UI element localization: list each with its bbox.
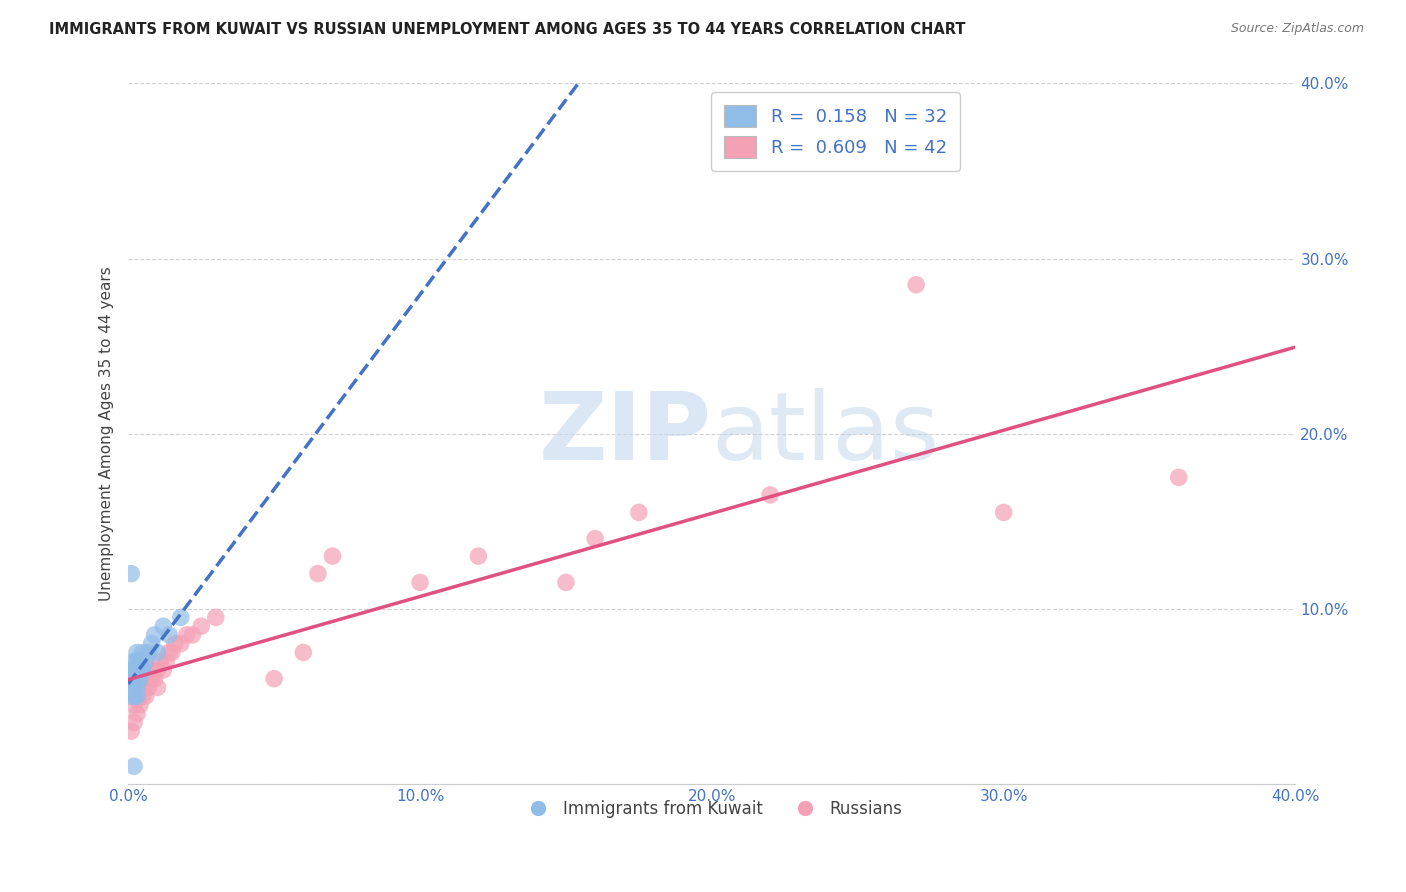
Point	[555, 575, 578, 590]
Point	[122, 663, 145, 677]
Point	[181, 628, 204, 642]
Point	[125, 663, 148, 677]
Point	[170, 610, 193, 624]
Point	[135, 672, 157, 686]
Point	[141, 637, 163, 651]
Point	[129, 663, 152, 677]
Point	[905, 277, 928, 292]
Point	[263, 672, 285, 686]
Point	[125, 681, 148, 695]
Point	[120, 566, 142, 581]
Point	[120, 681, 142, 695]
Point	[146, 663, 169, 677]
Point	[120, 672, 142, 686]
Point	[122, 698, 145, 712]
Point	[143, 628, 166, 642]
Point	[467, 549, 489, 563]
Point	[146, 645, 169, 659]
Point	[143, 672, 166, 686]
Point	[125, 706, 148, 721]
Point	[129, 698, 152, 712]
Point	[125, 654, 148, 668]
Point	[122, 654, 145, 668]
Point	[160, 645, 183, 659]
Point	[125, 672, 148, 686]
Point	[152, 619, 174, 633]
Point	[122, 672, 145, 686]
Point	[132, 672, 155, 686]
Point	[135, 689, 157, 703]
Point	[120, 689, 142, 703]
Text: ZIP: ZIP	[538, 388, 711, 480]
Point	[321, 549, 343, 563]
Text: Source: ZipAtlas.com: Source: ZipAtlas.com	[1230, 22, 1364, 36]
Point	[122, 672, 145, 686]
Point	[122, 759, 145, 773]
Point	[122, 689, 145, 703]
Point	[138, 645, 160, 659]
Point	[204, 610, 226, 624]
Point	[141, 663, 163, 677]
Point	[132, 689, 155, 703]
Point	[132, 645, 155, 659]
Point	[120, 663, 142, 677]
Point	[125, 689, 148, 703]
Point	[170, 637, 193, 651]
Point	[627, 505, 650, 519]
Point	[141, 672, 163, 686]
Point	[138, 663, 160, 677]
Point	[129, 672, 152, 686]
Y-axis label: Unemployment Among Ages 35 to 44 years: Unemployment Among Ages 35 to 44 years	[100, 266, 114, 601]
Point	[129, 681, 152, 695]
Legend: Immigrants from Kuwait, Russians: Immigrants from Kuwait, Russians	[515, 793, 910, 824]
Point	[138, 681, 160, 695]
Point	[292, 645, 315, 659]
Point	[146, 681, 169, 695]
Point	[176, 628, 198, 642]
Point	[125, 663, 148, 677]
Point	[122, 681, 145, 695]
Point	[1167, 470, 1189, 484]
Text: IMMIGRANTS FROM KUWAIT VS RUSSIAN UNEMPLOYMENT AMONG AGES 35 TO 44 YEARS CORRELA: IMMIGRANTS FROM KUWAIT VS RUSSIAN UNEMPL…	[49, 22, 966, 37]
Point	[157, 645, 180, 659]
Point	[993, 505, 1015, 519]
Point	[583, 532, 606, 546]
Point	[307, 566, 329, 581]
Point	[125, 645, 148, 659]
Text: atlas: atlas	[711, 388, 941, 480]
Point	[135, 654, 157, 668]
Point	[409, 575, 432, 590]
Point	[759, 488, 782, 502]
Point	[129, 654, 152, 668]
Point	[149, 654, 172, 668]
Point	[132, 663, 155, 677]
Point	[155, 654, 177, 668]
Point	[122, 715, 145, 730]
Point	[163, 637, 186, 651]
Point	[190, 619, 212, 633]
Point	[152, 663, 174, 677]
Point	[125, 689, 148, 703]
Point	[157, 628, 180, 642]
Point	[120, 724, 142, 739]
